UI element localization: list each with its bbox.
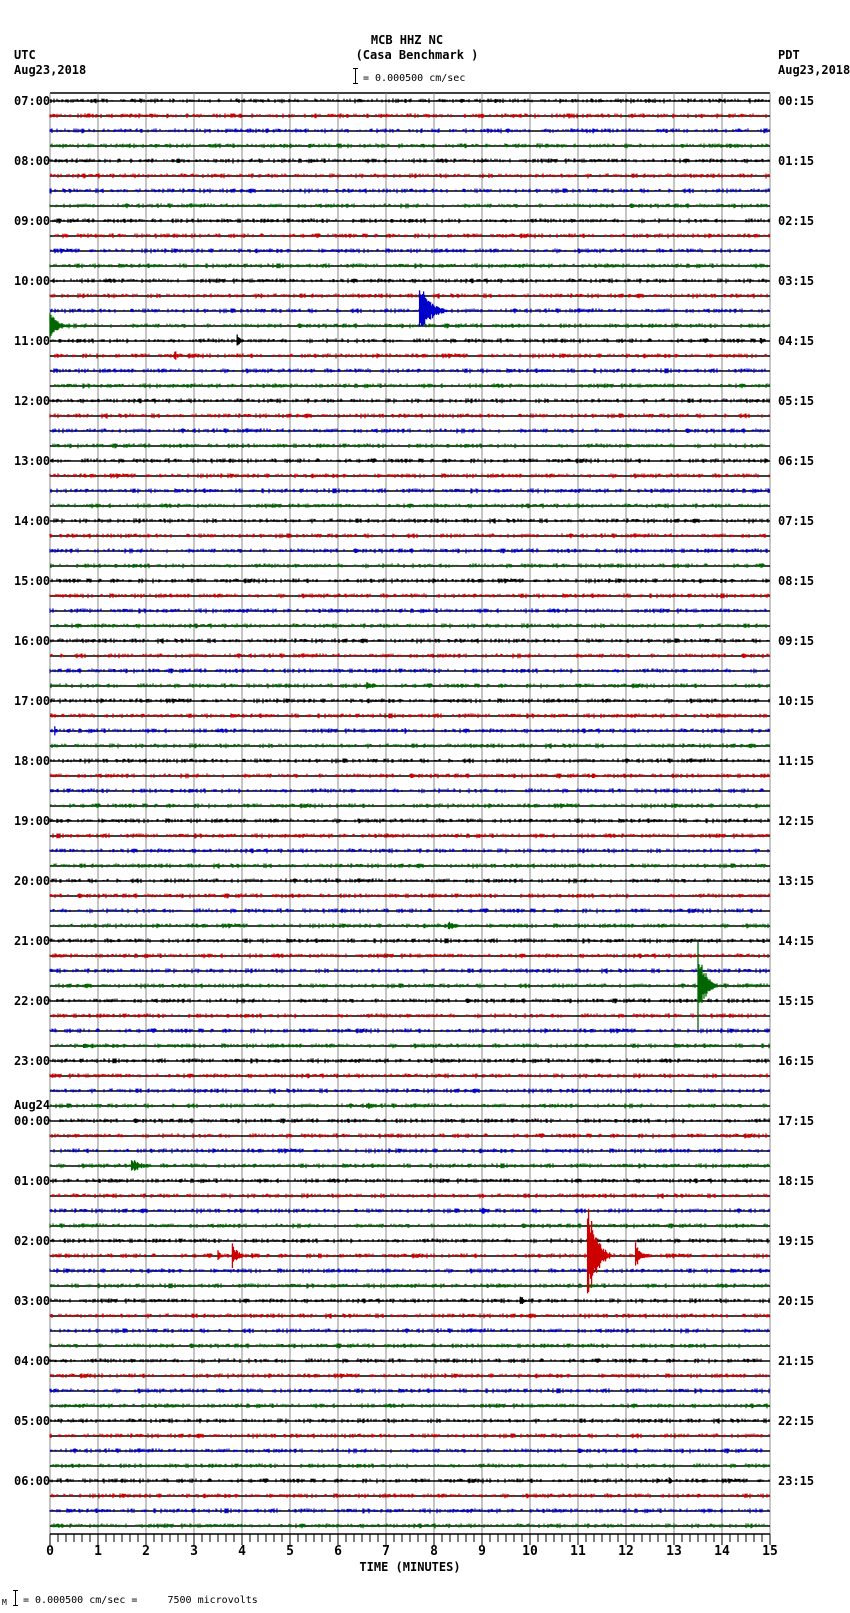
- x-tick-label: 7: [382, 1544, 390, 1559]
- right-hour-label: 18:15: [778, 1174, 815, 1188]
- right-hour-label: 14:15: [778, 934, 815, 948]
- left-hour-label: 16:00: [14, 634, 51, 648]
- right-hour-label: 08:15: [778, 574, 815, 588]
- left-hour-label: 20:00: [14, 874, 51, 888]
- left-hour-label: 13:00: [14, 454, 51, 468]
- left-hour-label: 11:00: [14, 334, 51, 348]
- right-timezone: PDT: [778, 48, 800, 62]
- x-tick-label: 15: [762, 1544, 778, 1559]
- right-hour-label: 03:15: [778, 274, 815, 288]
- right-hour-label: 04:15: [778, 334, 815, 348]
- left-hour-label: 07:00: [14, 94, 51, 108]
- left-hour-label: 10:00: [14, 274, 51, 288]
- right-hour-label: 21:15: [778, 1354, 815, 1368]
- left-hour-label: 02:00: [14, 1234, 51, 1248]
- x-tick-label: 9: [478, 1544, 486, 1559]
- left-hour-label: 01:00: [14, 1174, 51, 1188]
- x-tick-label: 14: [714, 1544, 730, 1559]
- right-date: Aug23,2018: [778, 63, 850, 77]
- right-hour-label: 15:15: [778, 994, 815, 1008]
- left-hour-label: 23:00: [14, 1054, 51, 1068]
- footer-scale-bar-icon: [13, 1590, 18, 1606]
- left-hour-label: 12:00: [14, 394, 51, 408]
- right-hour-label: 11:15: [778, 754, 815, 768]
- x-axis-label: TIME (MINUTES): [359, 1560, 461, 1574]
- right-hour-label: 22:15: [778, 1414, 815, 1428]
- right-hour-label: 19:15: [778, 1234, 815, 1248]
- right-hour-label: 16:15: [778, 1054, 815, 1068]
- left-hour-label: 17:00: [14, 694, 51, 708]
- right-hour-label: 09:15: [778, 634, 815, 648]
- right-hour-label: 23:15: [778, 1474, 815, 1488]
- footer-scale-text: = 0.000500 cm/sec = 7500 microvolts: [23, 1595, 258, 1606]
- right-hour-label: 00:15: [778, 94, 815, 108]
- right-hour-label: 02:15: [778, 214, 815, 228]
- right-hour-label: 13:15: [778, 874, 815, 888]
- right-hour-label: 01:15: [778, 154, 815, 168]
- x-tick-label: 8: [430, 1544, 438, 1559]
- x-tick-label: 12: [618, 1544, 634, 1559]
- scale-text: = 0.000500 cm/sec: [363, 73, 466, 84]
- x-tick-label: 6: [334, 1544, 342, 1559]
- x-tick-label: 3: [190, 1544, 198, 1559]
- x-tick-label: 2: [142, 1544, 150, 1559]
- left-hour-label: 19:00: [14, 814, 51, 828]
- right-hour-label: 17:15: [778, 1114, 815, 1128]
- right-hour-label: 06:15: [778, 454, 815, 468]
- right-hour-label: 05:15: [778, 394, 815, 408]
- left-timezone: UTC: [14, 48, 36, 62]
- x-tick-label: 5: [286, 1544, 294, 1559]
- station-code: MCB HHZ NC: [370, 33, 444, 47]
- right-hour-label: 12:15: [778, 814, 815, 828]
- left-hour-label: 03:00: [14, 1294, 51, 1308]
- left-hour-label: 14:00: [14, 514, 51, 528]
- left-hour-label: 00:00: [14, 1114, 51, 1128]
- x-tick-label: 4: [238, 1544, 246, 1559]
- left-hour-label: 18:00: [14, 754, 51, 768]
- left-hour-label: 09:00: [14, 214, 51, 228]
- left-hour-label: 08:00: [14, 154, 51, 168]
- left-hour-label: 05:00: [14, 1414, 51, 1428]
- right-hour-label: 20:15: [778, 1294, 815, 1308]
- right-hour-label: 07:15: [778, 514, 815, 528]
- x-tick-label: 13: [666, 1544, 682, 1559]
- left-date-label: Aug24: [14, 1098, 51, 1112]
- x-tick-label: 11: [570, 1544, 586, 1559]
- x-tick-label: 1: [94, 1544, 102, 1559]
- footer-scale-prefix: M: [2, 1598, 7, 1607]
- scale-bar-icon: [353, 68, 358, 84]
- x-tick-label: 0: [46, 1544, 54, 1559]
- station-name: (Casa Benchmark ): [355, 48, 479, 62]
- left-hour-label: 15:00: [14, 574, 51, 588]
- left-hour-label: 04:00: [14, 1354, 51, 1368]
- left-hour-label: 22:00: [14, 994, 51, 1008]
- left-hour-label: 21:00: [14, 934, 51, 948]
- left-hour-label: 06:00: [14, 1474, 51, 1488]
- left-date: Aug23,2018: [14, 63, 87, 77]
- right-hour-label: 10:15: [778, 694, 815, 708]
- x-tick-label: 10: [522, 1544, 538, 1559]
